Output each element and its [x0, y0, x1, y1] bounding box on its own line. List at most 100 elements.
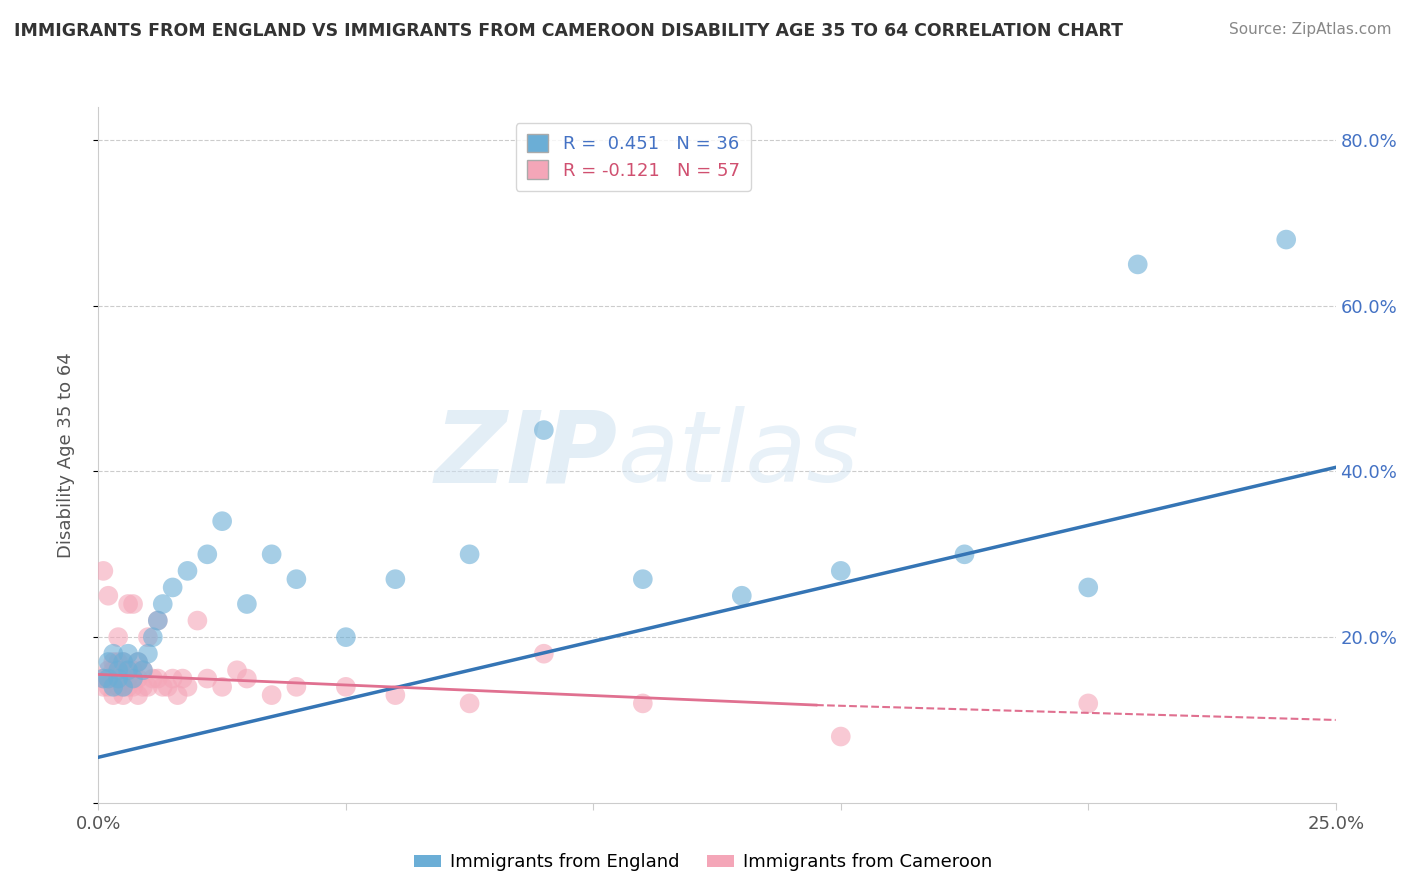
Point [162, 672, 184, 686]
Point [195, 672, 218, 686]
Point [112, 655, 135, 669]
Point [117, 647, 139, 661]
Point [830, 564, 852, 578]
Point [731, 589, 754, 603]
Point [335, 680, 357, 694]
Point [953, 547, 976, 561]
Point [97, 680, 120, 694]
Point [112, 688, 135, 702]
Point [107, 672, 129, 686]
Point [107, 655, 129, 669]
Point [1077, 697, 1099, 711]
Legend: Immigrants from England, Immigrants from Cameroon: Immigrants from England, Immigrants from… [406, 847, 1000, 879]
Point [533, 647, 555, 661]
Point [97, 672, 120, 686]
Point [117, 663, 139, 677]
Point [97, 655, 120, 669]
Point [830, 730, 852, 744]
Point [458, 547, 481, 561]
Point [93, 680, 115, 694]
Point [107, 663, 129, 677]
Point [172, 672, 194, 686]
Point [156, 680, 179, 694]
Point [458, 697, 481, 711]
Point [103, 680, 125, 694]
Point [146, 614, 169, 628]
Point [236, 597, 259, 611]
Point [1077, 581, 1099, 595]
Point [112, 680, 135, 694]
Point [97, 589, 120, 603]
Point [93, 672, 115, 686]
Legend: R =  0.451   N = 36, R = -0.121   N = 57: R = 0.451 N = 36, R = -0.121 N = 57 [516, 123, 751, 191]
Point [146, 614, 169, 628]
Point [162, 581, 184, 595]
Point [226, 663, 249, 677]
Point [107, 680, 129, 694]
Point [103, 688, 125, 702]
Point [335, 630, 357, 644]
Point [285, 572, 308, 586]
Point [103, 647, 125, 661]
Point [384, 688, 406, 702]
Point [112, 680, 135, 694]
Point [122, 672, 145, 686]
Point [211, 514, 233, 528]
Point [631, 697, 654, 711]
Point [211, 680, 233, 694]
Point [236, 672, 259, 686]
Point [136, 680, 159, 694]
Text: ZIP: ZIP [434, 407, 619, 503]
Point [103, 655, 125, 669]
Point [136, 630, 159, 644]
Point [117, 680, 139, 694]
Point [103, 663, 125, 677]
Point [127, 688, 149, 702]
Point [176, 680, 198, 694]
Point [384, 572, 406, 586]
Text: IMMIGRANTS FROM ENGLAND VS IMMIGRANTS FROM CAMEROON DISABILITY AGE 35 TO 64 CORR: IMMIGRANTS FROM ENGLAND VS IMMIGRANTS FR… [14, 22, 1123, 40]
Point [285, 680, 308, 694]
Point [260, 688, 283, 702]
Point [166, 688, 188, 702]
Point [127, 655, 149, 669]
Point [122, 597, 145, 611]
Point [533, 423, 555, 437]
Point [142, 672, 165, 686]
Point [1126, 257, 1149, 271]
Point [260, 547, 283, 561]
Point [93, 564, 115, 578]
Point [1275, 233, 1298, 247]
Point [117, 597, 139, 611]
Point [117, 663, 139, 677]
Point [122, 680, 145, 694]
Point [152, 597, 174, 611]
Point [136, 647, 159, 661]
Point [132, 663, 155, 677]
Point [93, 672, 115, 686]
Text: atlas: atlas [619, 407, 859, 503]
Point [107, 630, 129, 644]
Point [107, 672, 129, 686]
Point [146, 672, 169, 686]
Point [631, 572, 654, 586]
Point [176, 564, 198, 578]
Point [186, 614, 208, 628]
Point [112, 655, 135, 669]
Point [117, 672, 139, 686]
Point [97, 672, 120, 686]
Point [127, 655, 149, 669]
Point [195, 547, 218, 561]
Point [132, 663, 155, 677]
Y-axis label: Disability Age 35 to 64: Disability Age 35 to 64 [56, 352, 75, 558]
Point [107, 663, 129, 677]
Point [122, 663, 145, 677]
Point [112, 672, 135, 686]
Point [142, 630, 165, 644]
Point [152, 680, 174, 694]
Point [132, 680, 155, 694]
Point [97, 663, 120, 677]
Text: Source: ZipAtlas.com: Source: ZipAtlas.com [1229, 22, 1392, 37]
Point [103, 672, 125, 686]
Point [127, 672, 149, 686]
